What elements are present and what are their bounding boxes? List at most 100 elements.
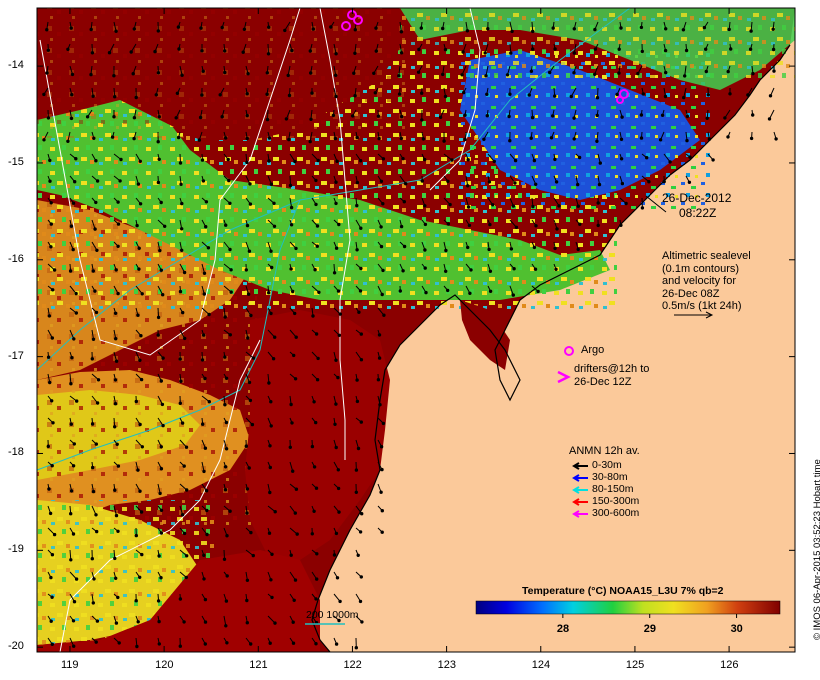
velocity-arrow xyxy=(289,329,298,339)
velocity-arrow xyxy=(355,571,363,579)
velocity-arrow xyxy=(176,131,181,140)
velocity-arrow xyxy=(90,417,95,426)
velocity-arrow xyxy=(113,505,119,518)
velocity-arrow xyxy=(399,153,405,161)
velocity-arrow xyxy=(69,109,74,121)
velocity-arrow xyxy=(308,43,313,53)
velocity-arrow xyxy=(377,505,384,513)
velocity-arrow xyxy=(530,109,535,120)
velocity-arrow xyxy=(135,549,144,557)
velocity-arrow xyxy=(223,175,231,183)
velocity-arrow xyxy=(223,571,229,578)
velocity-arrow xyxy=(113,263,118,272)
velocity-arrow xyxy=(201,395,212,404)
velocity-arrow xyxy=(267,175,274,186)
velocity-arrow xyxy=(417,43,423,52)
velocity-arrow xyxy=(399,197,406,204)
velocity-arrow xyxy=(663,43,668,53)
velocity-arrow xyxy=(201,637,208,646)
velocity-arrow xyxy=(377,439,384,449)
velocity-arrow xyxy=(135,197,143,206)
isobath-200m xyxy=(37,8,631,371)
velocity-arrow xyxy=(47,219,53,226)
velocity-arrow xyxy=(265,87,269,96)
velocity-arrow xyxy=(47,153,52,163)
velocity-arrow xyxy=(377,461,384,472)
anmn-item-label: 0-30m xyxy=(592,459,622,471)
land-mass xyxy=(312,8,795,652)
south-coastal-warm xyxy=(37,550,320,652)
sealevel-contour-c xyxy=(319,8,351,460)
velocity-arrow xyxy=(201,307,211,317)
velocity-arrow xyxy=(134,593,138,603)
velocity-arrow xyxy=(267,197,276,206)
velocity-arrow xyxy=(91,153,98,163)
velocity-arrow xyxy=(157,571,163,580)
velocity-arrow xyxy=(549,131,555,140)
velocity-arrow xyxy=(91,87,95,98)
velocity-arrow xyxy=(267,307,273,316)
velocity-arrow xyxy=(47,483,51,491)
velocity-arrow xyxy=(135,483,142,493)
velocity-arrow xyxy=(91,131,96,141)
lon-tick-label: 120 xyxy=(155,659,174,671)
velocity-arrow xyxy=(289,615,295,624)
velocity-arrow xyxy=(355,351,364,362)
velocity-arrow xyxy=(245,461,251,470)
velocity-arrow xyxy=(595,87,600,100)
velocity-arrow xyxy=(47,395,54,403)
velocity-arrow xyxy=(201,329,206,337)
velocity-arrow xyxy=(267,593,274,600)
velocity-arrow xyxy=(289,285,295,294)
velocity-arrow xyxy=(529,131,533,140)
velocity-arrow xyxy=(201,219,208,229)
velocity-arrow xyxy=(91,197,98,205)
velocity-arrow xyxy=(200,153,205,162)
velocity-arrow xyxy=(461,43,467,54)
velocity-arrow xyxy=(222,549,227,561)
lat-tick-label: -17 xyxy=(8,349,24,362)
velocity-arrow xyxy=(354,461,359,472)
altimetry-legend-line: (0.1m contours) xyxy=(662,262,740,275)
velocity-arrow xyxy=(178,285,183,294)
velocity-arrow xyxy=(509,219,519,230)
velocity-arrow xyxy=(421,241,427,252)
velocity-arrow xyxy=(465,21,470,33)
velocity-arrow xyxy=(289,197,294,210)
velocity-arrow xyxy=(619,153,624,161)
velocity-arrow xyxy=(527,87,533,97)
velocity-arrow xyxy=(131,65,137,76)
sealevel-contour-b xyxy=(59,339,261,652)
colorbar xyxy=(475,600,781,618)
velocity-arrow xyxy=(267,571,273,582)
velocity-arrow xyxy=(135,329,143,338)
velocity-arrow xyxy=(619,109,624,119)
velocity-arrow xyxy=(551,21,555,30)
velocity-arrow xyxy=(311,637,318,646)
velocity-arrow xyxy=(443,263,448,273)
lon-tick-label: 124 xyxy=(531,659,551,671)
velocity-arrow xyxy=(289,219,294,227)
velocity-arrow xyxy=(508,87,512,96)
velocity-arrow xyxy=(69,571,79,581)
velocity-arrow xyxy=(157,153,161,162)
velocity-arrow xyxy=(443,219,450,226)
velocity-arrow xyxy=(267,219,277,229)
velocity-arrow xyxy=(91,527,99,534)
velocity-arrow xyxy=(242,21,247,31)
velocity-arrow xyxy=(91,285,97,293)
velocity-arrow xyxy=(749,131,754,141)
velocity-arrow xyxy=(47,241,53,249)
velocity-arrow xyxy=(245,219,250,228)
velocity-arrow xyxy=(377,351,382,360)
velocity-arrow xyxy=(46,43,50,52)
velocity-arrow xyxy=(311,483,319,490)
velocity-arrow xyxy=(333,219,341,227)
velocity-arrow xyxy=(374,43,379,53)
velocity-arrow xyxy=(416,65,423,74)
velocity-arrow xyxy=(91,329,96,341)
velocity-arrow xyxy=(267,241,273,253)
velocity-arrow xyxy=(311,549,319,556)
velocity-arrow xyxy=(47,285,55,292)
velocity-arrow xyxy=(69,241,75,252)
